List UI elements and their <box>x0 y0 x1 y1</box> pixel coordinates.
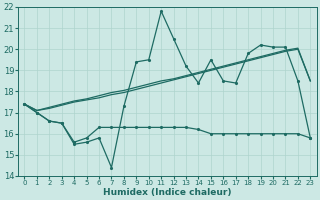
X-axis label: Humidex (Indice chaleur): Humidex (Indice chaleur) <box>103 188 232 197</box>
